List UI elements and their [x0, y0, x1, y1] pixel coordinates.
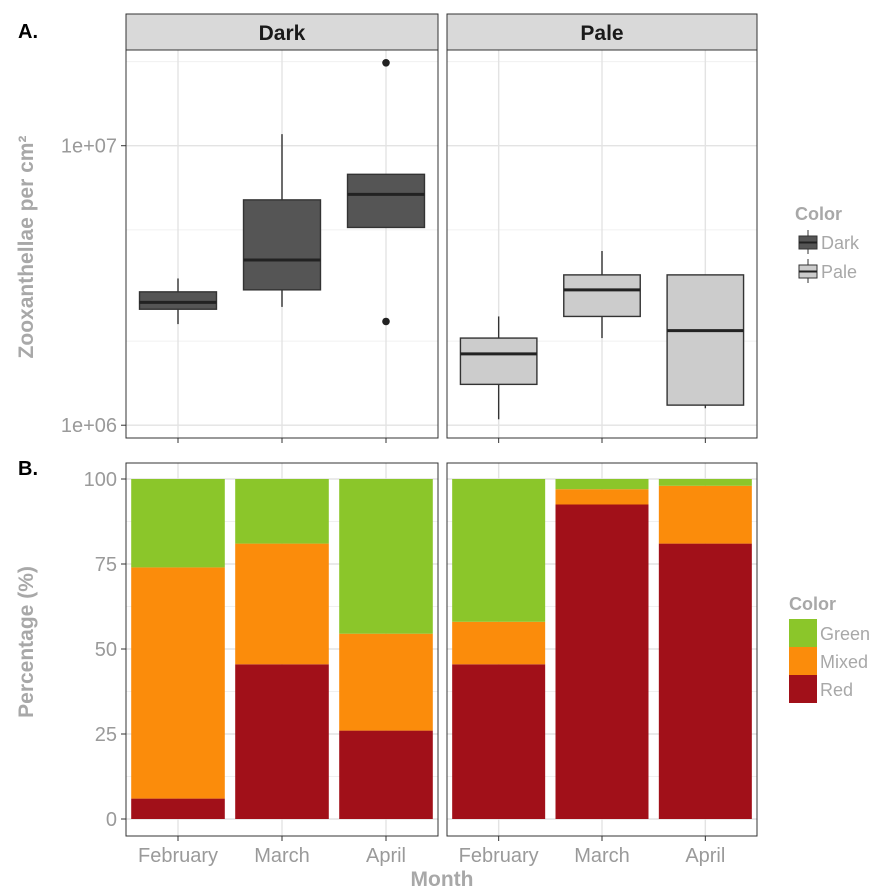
y-tick-label: 50 [95, 639, 117, 661]
bar-segment-mixed-april [339, 633, 433, 731]
panel-border [446, 462, 758, 837]
y-tick-label: 25 [95, 724, 117, 746]
bar-segment-mixed-february [131, 567, 225, 799]
bar-segment-green-march [235, 479, 329, 544]
facet-strip-a [125, 13, 439, 51]
box-body [242, 199, 322, 291]
facet-strip-label: Dark [259, 22, 306, 45]
y-tick-label: 75 [95, 554, 117, 576]
legend-label: Mixed [820, 652, 868, 672]
bar-segment-mixed-april [658, 485, 752, 544]
panel-a-facet-dark: Dark [125, 13, 439, 443]
bar-segment-green-april [658, 479, 752, 486]
panel-b-facet-1: February March April [125, 462, 439, 867]
legend-swatch-red [789, 675, 817, 703]
bar-segment-red-april [658, 543, 752, 819]
bar-segment-red-april [339, 730, 433, 819]
panel-a-facet-pale: Pale [446, 13, 758, 443]
bar-segment-red-march [555, 504, 649, 819]
legend-label: Pale [821, 262, 857, 282]
y-tick-label: 0 [106, 809, 117, 831]
bar-segment-mixed-march [555, 489, 649, 505]
bar-segment-green-february [452, 479, 546, 622]
legend-swatch-mixed [789, 647, 817, 675]
legend-label: Dark [821, 233, 860, 253]
legend-swatch-green [789, 619, 817, 647]
facet-strip-label: Pale [580, 22, 623, 45]
x-tick-label: March [574, 845, 630, 867]
x-tick-label: March [254, 845, 310, 867]
box-april [666, 274, 745, 409]
box-body [346, 173, 426, 229]
bar-segment-green-march [555, 479, 649, 490]
x-tick-label: April [366, 845, 406, 867]
y-tick-label: 100 [84, 469, 117, 491]
bar-segment-mixed-march [235, 543, 329, 665]
x-tick-label: February [459, 845, 539, 867]
outlier-point [382, 317, 390, 326]
bar-segment-mixed-february [452, 621, 546, 665]
box-february [459, 316, 538, 420]
y-axis-title-a: Zooxanthellae per cm² [15, 136, 38, 359]
box-april [346, 58, 426, 326]
bar-segment-green-february [131, 479, 225, 568]
y-axis-title-b: Percentage (%) [15, 566, 38, 718]
outlier-point [382, 58, 390, 67]
box-march [563, 251, 641, 339]
x-axis-title: Month [411, 868, 474, 891]
bar-segment-red-february [452, 664, 546, 819]
x-tick-label: April [685, 845, 725, 867]
facet-strip-a [446, 13, 758, 51]
bar-segment-green-april [339, 479, 433, 634]
y-tick-label: 1e+06 [61, 415, 117, 437]
legend-key-pale [798, 259, 818, 283]
panel-a-tag: A. [18, 21, 38, 43]
panel-b-tag: B. [18, 458, 38, 480]
panel-border [125, 49, 439, 439]
bar-segment-red-february [131, 798, 225, 819]
legend-key-dark [798, 230, 818, 254]
box-february [138, 278, 218, 325]
box-body [666, 274, 745, 406]
box-body [563, 274, 641, 318]
box-body [459, 337, 538, 386]
box-body [138, 291, 218, 310]
legend-label: Red [820, 680, 853, 700]
legend-title-b: Color [789, 594, 836, 614]
box-march [242, 134, 322, 307]
panel-border [446, 49, 758, 439]
x-tick-label: February [138, 845, 218, 867]
legend-label: Green [820, 624, 870, 644]
panel-b-facet-2: February March April [446, 462, 758, 867]
legend-title-a: Color [795, 204, 842, 224]
y-tick-label: 1e+07 [61, 136, 117, 158]
bar-segment-red-march [235, 664, 329, 819]
